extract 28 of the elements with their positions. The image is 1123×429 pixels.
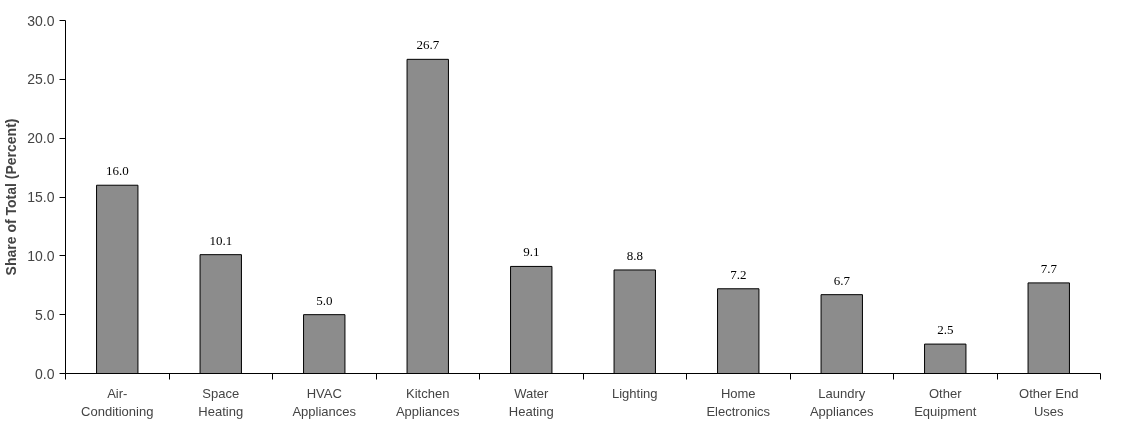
x-tick-label: HVAC Appliances <box>292 385 357 419</box>
data-label: 26.7 <box>416 37 440 53</box>
x-tick-label: Water Heating <box>508 385 554 419</box>
x-tick-label: Space Heating <box>198 385 244 419</box>
x-tick-label: Home Electronics <box>706 385 771 419</box>
y-tick-label: 25.0 <box>27 71 55 88</box>
data-label: 16.0 <box>105 163 129 179</box>
data-label: 2.5 <box>937 322 954 338</box>
y-tick-label: 0.0 <box>35 365 55 382</box>
y-axis-title: Share of Total (Percent) <box>3 118 20 276</box>
data-label: 10.1 <box>209 232 233 248</box>
x-tick-label: Laundry Appliances <box>809 385 875 419</box>
x-tick-label: Lighting <box>611 385 658 401</box>
y-tick-label: 10.0 <box>27 247 55 264</box>
y-tick-label: 30.0 <box>27 12 55 29</box>
data-label: 8.8 <box>626 247 643 263</box>
data-label: 5.0 <box>316 292 333 308</box>
data-label: 7.7 <box>1040 260 1058 276</box>
data-label: 6.7 <box>833 272 851 288</box>
data-label: 9.1 <box>523 244 540 260</box>
x-tick-label: Kitchen Appliances <box>395 385 461 419</box>
x-tick-label: Other Equipment <box>914 385 977 419</box>
x-tick-label: Air- Conditioning <box>81 385 154 419</box>
x-tick-label: Other End Uses <box>1019 385 1079 419</box>
data-label: 7.2 <box>730 266 747 282</box>
y-tick-label: 20.0 <box>27 130 55 147</box>
y-tick-label: 5.0 <box>35 306 55 323</box>
y-tick-label: 15.0 <box>27 189 55 205</box>
